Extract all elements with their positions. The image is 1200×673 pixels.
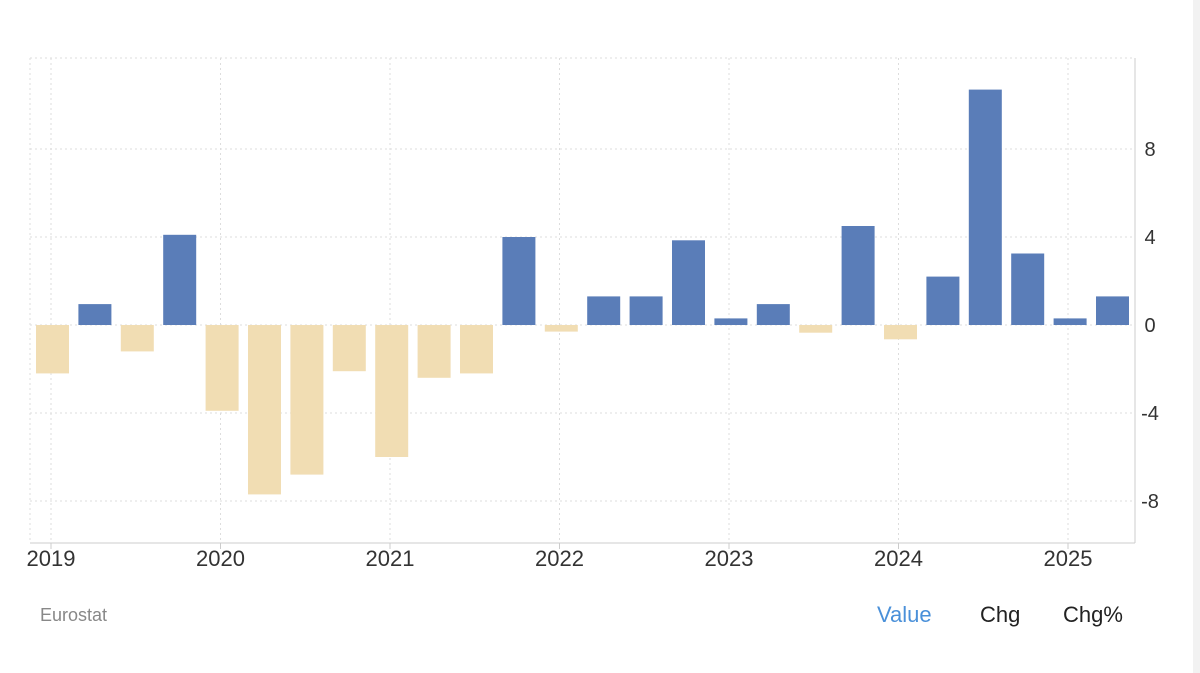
source-label: Eurostat [40, 605, 108, 625]
x-tick-label: 2020 [196, 546, 245, 571]
tab-chg[interactable]: Chg [980, 602, 1021, 627]
chart-bars [36, 89, 1129, 495]
y-tick-label: -8 [1141, 491, 1159, 513]
bar-2023-q4[interactable] [841, 226, 875, 325]
bar-2019-q4[interactable] [163, 234, 197, 325]
bar-2022-q4[interactable] [672, 240, 705, 325]
tab-chg-percent[interactable]: Chg% [1063, 602, 1123, 627]
bar-2020-q3[interactable] [290, 325, 324, 475]
y-tick-label: 0 [1144, 315, 1155, 337]
x-tick-label: 2022 [535, 546, 584, 571]
bar-2025-q2[interactable] [1096, 296, 1129, 325]
chart-axes [30, 58, 1136, 549]
bar-2023-q1[interactable] [714, 318, 748, 325]
x-tick-label: 2023 [705, 546, 754, 571]
x-tick-label: 2021 [366, 546, 415, 571]
bar-2021-q4[interactable] [502, 237, 536, 325]
bar-2022-q3[interactable] [629, 296, 663, 325]
bar-2020-q1[interactable] [205, 325, 239, 411]
bar-2024-q1[interactable] [884, 325, 917, 340]
bar-2023-q2[interactable] [756, 304, 790, 325]
view-tabs: Value Chg Chg% [0, 602, 1200, 632]
bar-2024-q4[interactable] [1011, 253, 1045, 326]
x-tick-label: 2024 [874, 546, 923, 571]
chart-tick-labels: 2019 2020 2021 2022 2023 2024 2025 8 4 0 -4 -8 [27, 139, 1159, 571]
bar-2024-q2[interactable] [926, 276, 960, 325]
bar-2023-q3[interactable] [799, 325, 833, 333]
bar-2019-q2[interactable] [78, 304, 112, 325]
bar-chart: 2019 2020 2021 2022 2023 2024 2025 8 4 0 -4 -8 [27, 57, 1159, 571]
bar-2021-q3[interactable] [460, 325, 493, 374]
bar-2020-q2[interactable] [248, 325, 281, 495]
bar-2021-q2[interactable] [417, 325, 451, 378]
y-tick-label: -4 [1141, 403, 1159, 425]
x-tick-label: 2025 [1044, 546, 1093, 571]
y-tick-label: 4 [1144, 227, 1155, 249]
bar-2024-q3[interactable] [968, 89, 1002, 325]
bar-2022-q2[interactable] [587, 296, 621, 325]
bar-2025-q1[interactable] [1053, 318, 1087, 325]
y-tick-label: 8 [1144, 139, 1155, 161]
bar-2019-q3[interactable] [120, 325, 154, 352]
bar-2019-q1[interactable] [36, 325, 69, 374]
page-edge-strip [1193, 0, 1200, 673]
tab-value[interactable]: Value [877, 602, 932, 627]
bar-2020-q4[interactable] [332, 325, 366, 372]
x-tick-label: 2019 [27, 546, 76, 571]
bar-2022-q1[interactable] [544, 325, 578, 332]
bar-2021-q1[interactable] [375, 325, 409, 457]
